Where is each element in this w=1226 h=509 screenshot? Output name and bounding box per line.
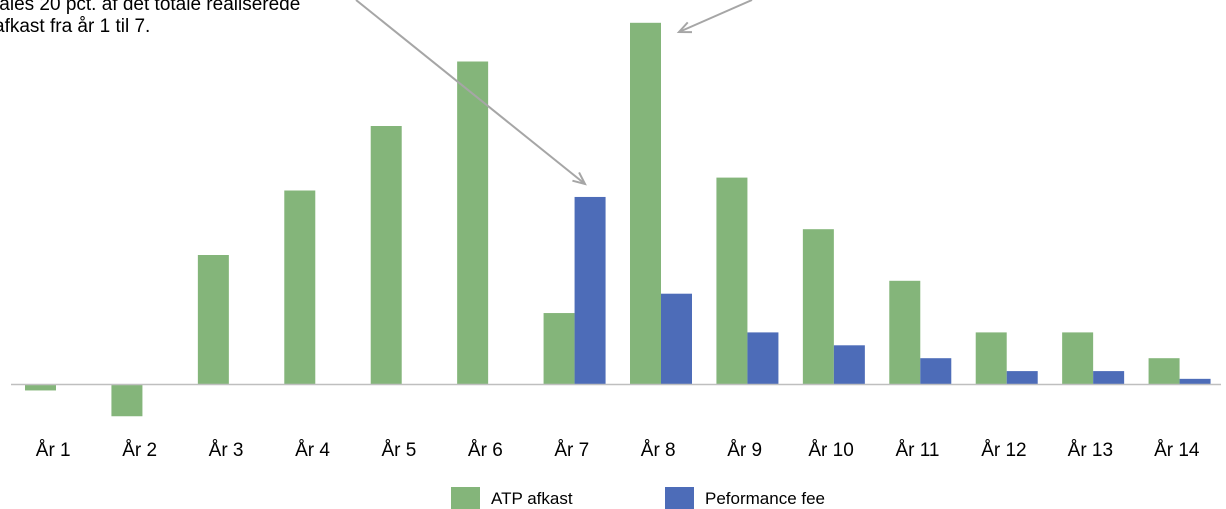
bar-atp-13 bbox=[1062, 332, 1094, 384]
legend-swatch-fee bbox=[665, 487, 694, 509]
x-tick-label: År 10 bbox=[808, 440, 853, 461]
bar-fee-10 bbox=[833, 345, 865, 384]
x-tick-label: År 14 bbox=[1154, 440, 1200, 461]
bar-fee-12 bbox=[1006, 371, 1038, 384]
bar-atp-3 bbox=[197, 255, 229, 384]
legend-label-atp: ATP afkast bbox=[491, 489, 573, 508]
x-tick-label: År 12 bbox=[981, 440, 1026, 461]
x-tick-label: År 4 bbox=[295, 440, 330, 461]
bar-atp-4 bbox=[284, 190, 316, 384]
x-tick-label: År 13 bbox=[1068, 440, 1113, 461]
x-tick-label: År 1 bbox=[36, 440, 71, 461]
x-tick-label: År 9 bbox=[727, 440, 762, 461]
bar-atp-7 bbox=[543, 313, 575, 384]
bar-atp-10 bbox=[802, 229, 834, 384]
bar-atp-9 bbox=[716, 177, 748, 384]
legend-label-fee: Peformance fee bbox=[705, 489, 825, 508]
bar-atp-1 bbox=[25, 384, 56, 391]
annotation-arrows bbox=[355, 0, 753, 186]
bar-atp-5 bbox=[370, 126, 402, 384]
bar-fee-11 bbox=[920, 358, 952, 384]
bars-group bbox=[25, 22, 1211, 417]
annotation-text: tales 20 pct. af det totale realiserede … bbox=[0, 0, 394, 38]
legend: ATP afkast Peformance fee bbox=[451, 487, 825, 509]
annotation-line-2: afkast fra år 1 til 7. bbox=[0, 16, 151, 37]
x-tick-label: År 5 bbox=[381, 440, 416, 461]
x-tick-label: År 3 bbox=[209, 440, 244, 461]
bar-atp-2 bbox=[111, 384, 143, 417]
x-tick-label: År 7 bbox=[554, 440, 589, 461]
bar-atp-11 bbox=[889, 280, 921, 384]
bar-fee-13 bbox=[1093, 371, 1125, 384]
x-tick-label: År 2 bbox=[122, 440, 157, 461]
arrow-to-fee-year-7 bbox=[355, 0, 587, 186]
bar-atp-12 bbox=[975, 332, 1007, 384]
x-tick-label: År 8 bbox=[641, 440, 676, 461]
x-tick-label: År 11 bbox=[895, 440, 939, 461]
annotation-line-1: tales 20 pct. af det totale realiserede bbox=[0, 0, 301, 15]
legend-swatch-atp bbox=[451, 487, 480, 509]
bar-fee-9 bbox=[747, 332, 779, 384]
x-axis-ticks: År 1 År 2 År 3 År 4 År 5 År 6 År 7 År 8 År 9 År 1… bbox=[36, 440, 1200, 461]
bar-atp-8 bbox=[630, 22, 661, 385]
bar-fee-8 bbox=[661, 293, 692, 384]
bar-atp-6 bbox=[457, 61, 489, 384]
x-tick-label: År 6 bbox=[468, 440, 503, 461]
arrow-to-atp-year-8 bbox=[676, 0, 753, 34]
bar-fee-14 bbox=[1179, 378, 1211, 384]
bar-fee-7 bbox=[574, 196, 606, 384]
bar-atp-14 bbox=[1148, 358, 1180, 384]
